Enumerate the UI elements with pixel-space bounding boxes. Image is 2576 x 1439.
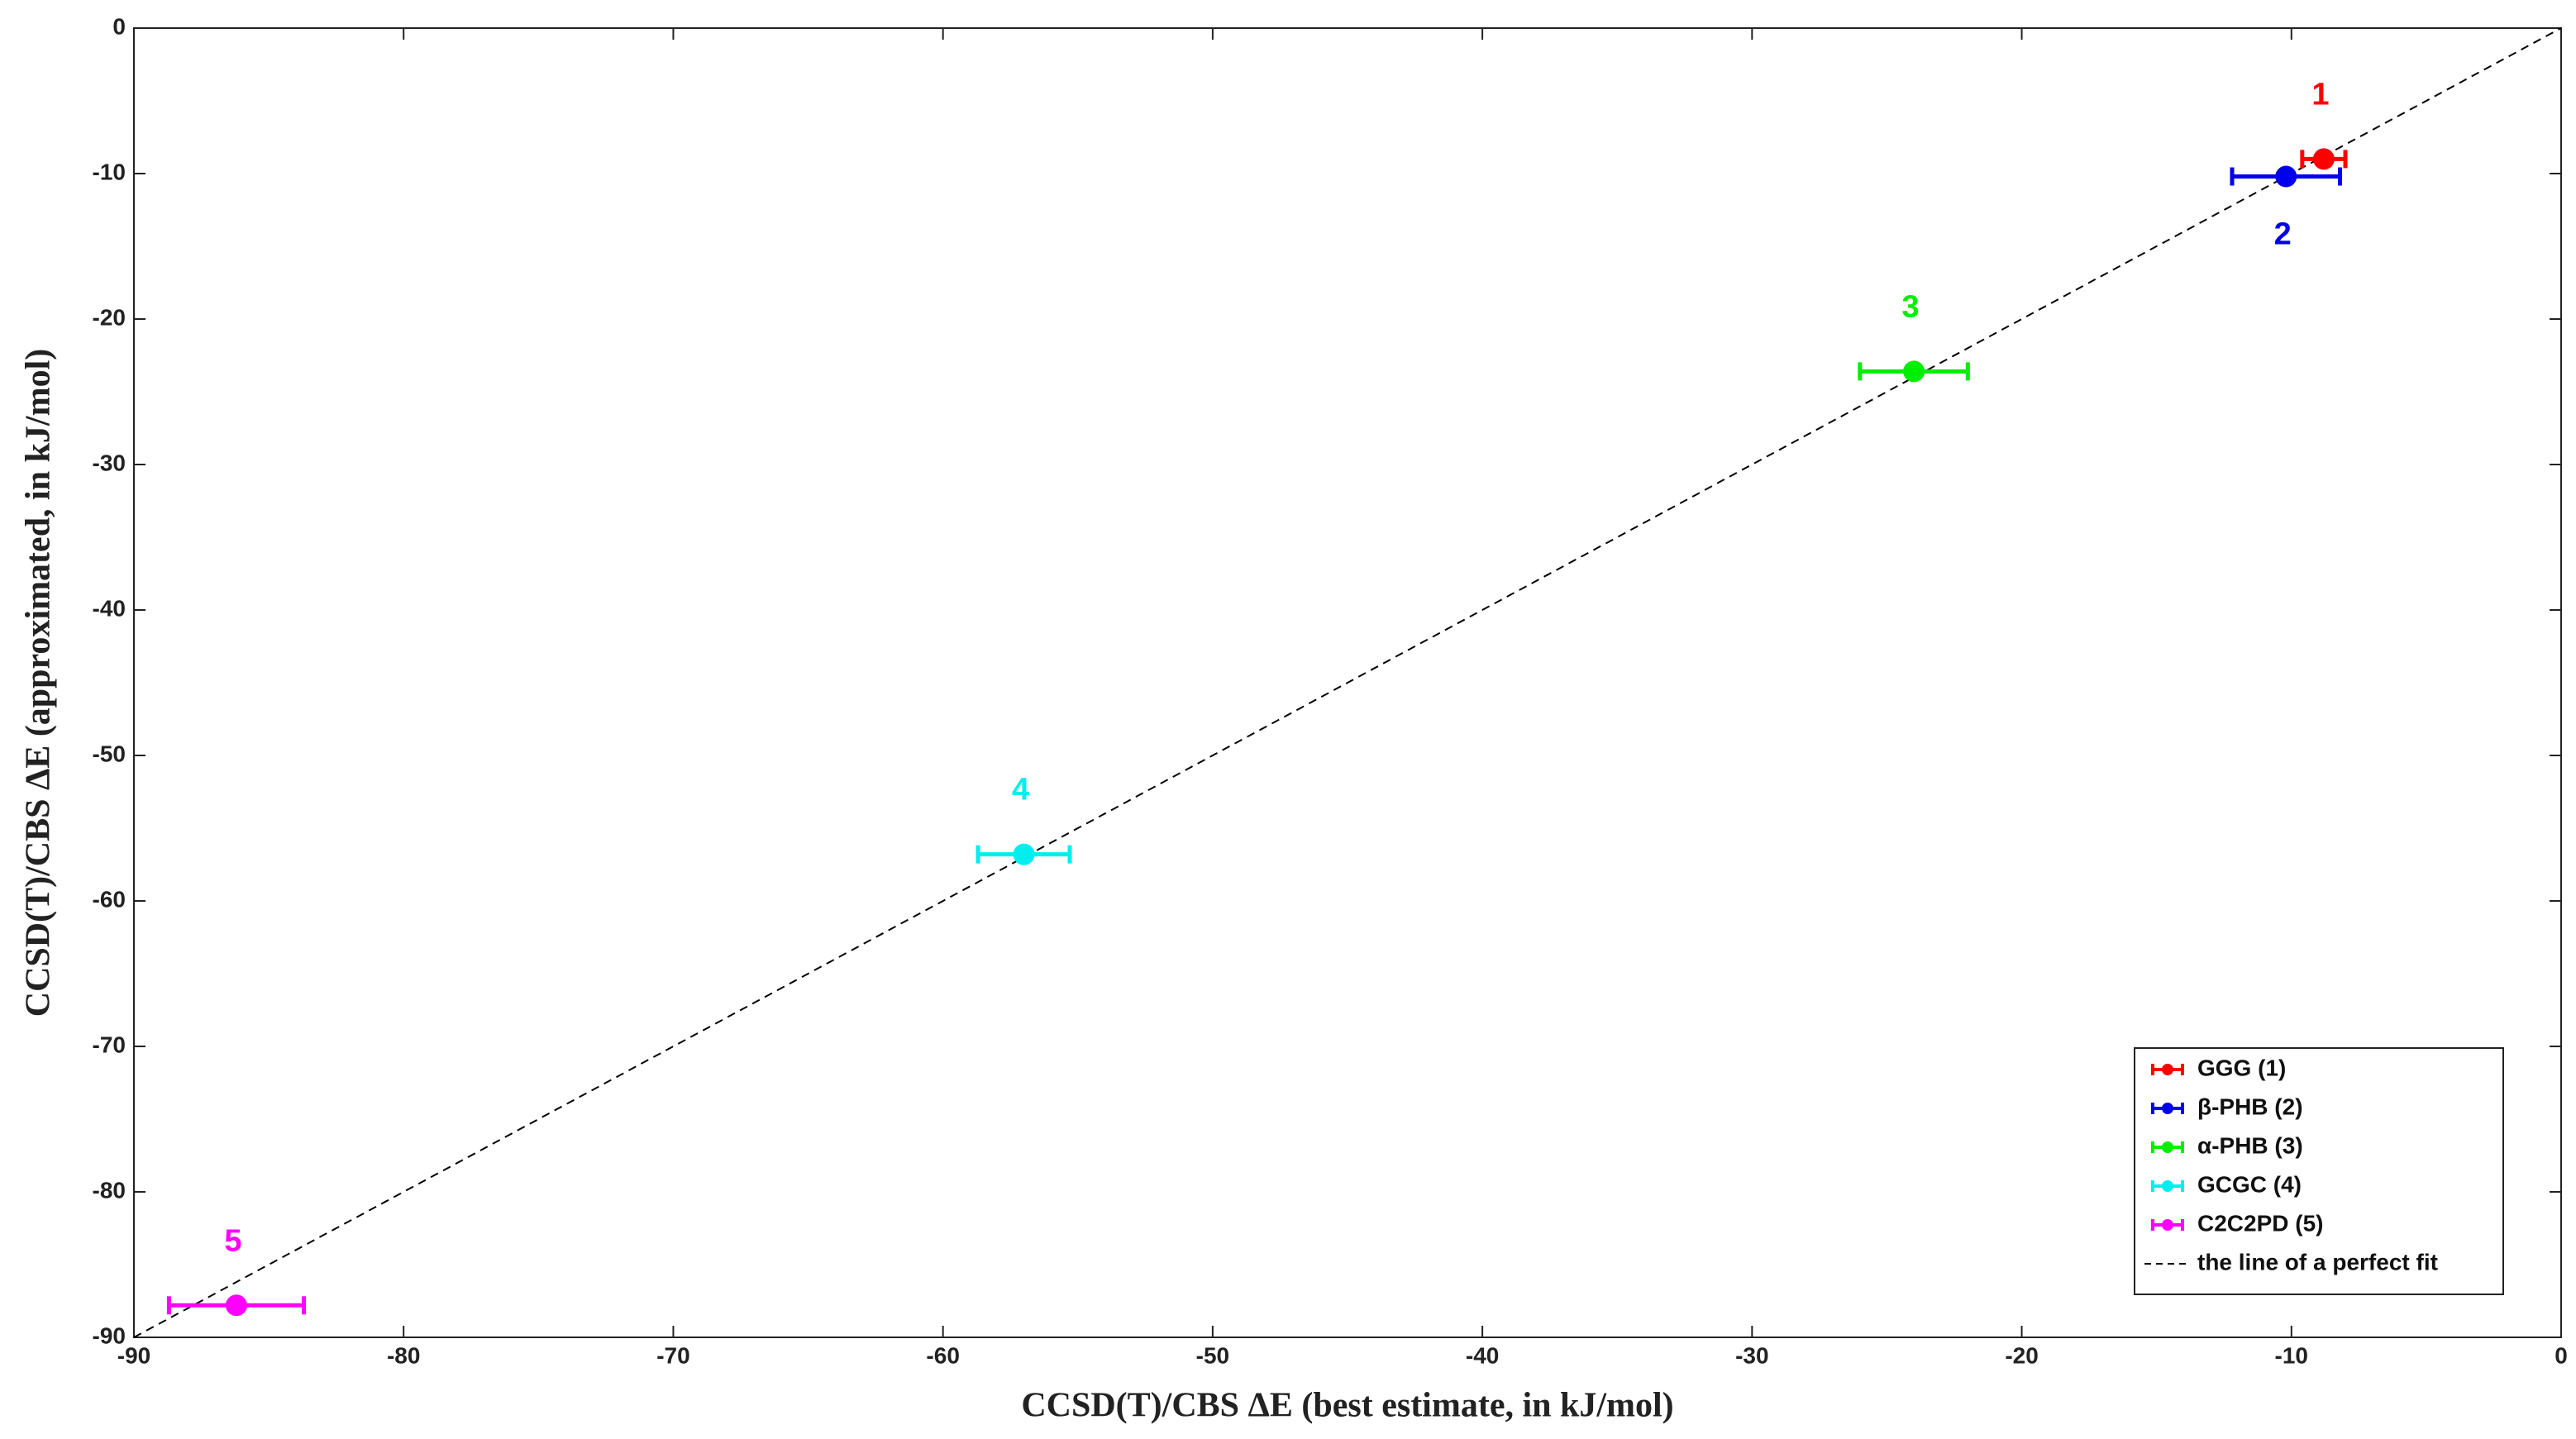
x-tick-label: -50 xyxy=(1196,1342,1229,1368)
data-point xyxy=(2312,148,2335,170)
x-tick-label: -80 xyxy=(387,1342,420,1368)
point-annotation: 4 xyxy=(1012,773,1029,808)
fit-line xyxy=(133,27,2562,1338)
y-tick-label: 0 xyxy=(112,13,126,39)
legend-swatch xyxy=(2162,1219,2173,1231)
legend-label: C2C2PD (5) xyxy=(2197,1210,2323,1236)
data-point xyxy=(225,1294,247,1317)
data-point xyxy=(1903,360,1925,383)
x-tick-label: -70 xyxy=(656,1342,689,1368)
x-tick-label: -30 xyxy=(1735,1342,1768,1368)
x-tick-label: -10 xyxy=(2275,1342,2308,1368)
x-axis-label: CCSD(T)/CBS ΔE (best estimate, in kJ/mol… xyxy=(1021,1387,1673,1425)
point-annotation: 1 xyxy=(2311,77,2329,112)
point-annotation: 2 xyxy=(2274,217,2292,252)
legend-box xyxy=(2134,1047,2504,1295)
legend-swatch xyxy=(2162,1141,2173,1153)
x-tick-label: -20 xyxy=(2005,1342,2038,1368)
x-tick-label: -60 xyxy=(926,1342,959,1368)
legend-label: β-PHB (2) xyxy=(2197,1094,2303,1119)
legend-label: GGG (1) xyxy=(2197,1055,2286,1080)
point-annotation: 5 xyxy=(224,1223,241,1258)
y-tick-label: -40 xyxy=(93,595,126,621)
data-point xyxy=(2275,165,2297,188)
y-tick-label: -70 xyxy=(93,1032,126,1057)
legend-swatch xyxy=(2162,1103,2173,1114)
x-tick-label: -40 xyxy=(1466,1342,1499,1368)
plot-area xyxy=(133,27,2562,1338)
legend-label: α-PHB (3) xyxy=(2197,1132,2303,1158)
legend-swatch xyxy=(2162,1064,2173,1075)
y-tick-label: -90 xyxy=(93,1322,126,1348)
y-tick-label: -10 xyxy=(93,159,126,184)
data-point xyxy=(1013,843,1035,865)
y-tick-label: -60 xyxy=(93,886,126,912)
y-tick-label: -80 xyxy=(93,1177,126,1203)
legend-label: the line of a perfect fit xyxy=(2197,1249,2438,1275)
x-tick-label: 0 xyxy=(2555,1342,2568,1368)
x-tick-label: -90 xyxy=(117,1342,150,1368)
point-annotation: 3 xyxy=(1901,289,1919,324)
y-tick-label: -20 xyxy=(93,304,126,330)
y-axis-label: CCSD(T)/CBS ΔE (approximated, in kJ/mol) xyxy=(20,349,58,1017)
y-tick-label: -30 xyxy=(93,450,126,475)
y-tick-label: -50 xyxy=(93,741,126,766)
legend-label: GCGC (4) xyxy=(2197,1171,2302,1197)
legend-swatch xyxy=(2162,1180,2173,1192)
